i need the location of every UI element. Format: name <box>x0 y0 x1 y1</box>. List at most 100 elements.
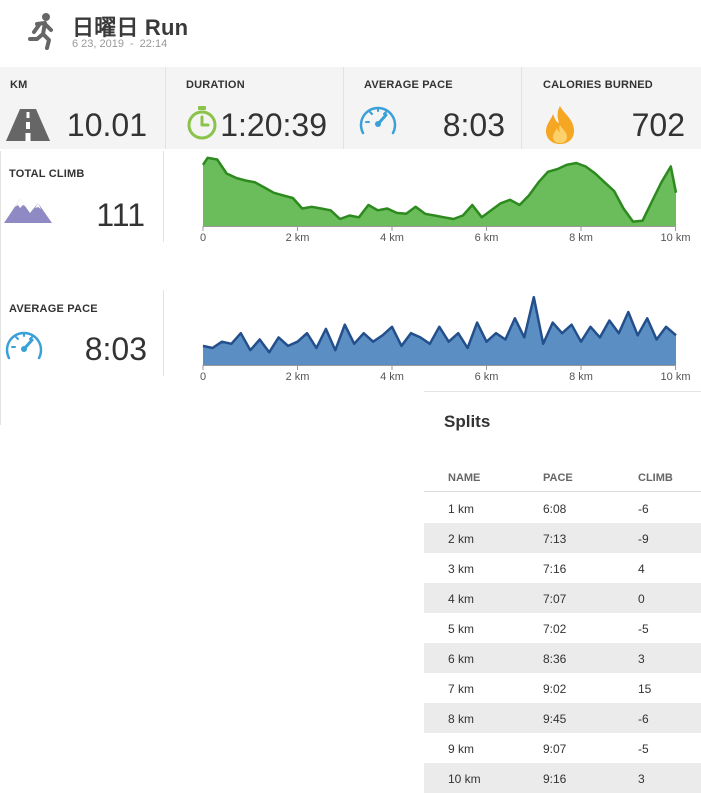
split-pace: 7:02 <box>543 622 567 636</box>
stopwatch-icon <box>184 105 220 146</box>
table-row: 7 km 9:02 15 <box>424 673 701 703</box>
pace-panel-label: AVERAGE PACE <box>9 303 98 315</box>
pace-panel-value: 8:03 <box>84 331 147 367</box>
split-pace: 7:16 <box>543 562 567 576</box>
speedometer-icon <box>4 328 44 369</box>
split-climb: 0 <box>638 592 645 606</box>
climb-line <box>201 156 678 223</box>
climb-x-tick-label: 0 <box>200 232 206 244</box>
climb-panel: TOTAL CLIMB 111 <box>0 151 163 242</box>
split-name: 1 km <box>448 502 475 516</box>
split-pace: 7:13 <box>543 532 567 546</box>
panel-divider <box>163 290 164 376</box>
split-climb: -6 <box>638 502 649 516</box>
stat-label-duration: DURATION <box>186 79 245 91</box>
climb-x-tick-label: 8 km <box>569 232 593 244</box>
left-frame-line <box>0 151 1 425</box>
climb-x-tick-label: 10 km <box>661 232 691 244</box>
climb-label: TOTAL CLIMB <box>9 168 85 180</box>
split-name: 5 km <box>448 622 475 636</box>
split-pace: 8:36 <box>543 652 567 666</box>
table-row: 6 km 8:36 3 <box>424 643 701 673</box>
climb-value: 111 <box>96 197 145 233</box>
climb-x-tick-label: 2 km <box>286 232 310 244</box>
activity-title: 日曜日 Run <box>72 15 189 40</box>
stat-value-pace: 8:03 <box>442 107 505 143</box>
split-pace: 9:45 <box>543 712 567 726</box>
split-name: 3 km <box>448 562 475 576</box>
split-climb: 3 <box>638 652 645 666</box>
climb-x-tick-label: 6 km <box>475 232 499 244</box>
pace-line <box>202 295 677 354</box>
splits-header-name: NAME <box>448 472 481 484</box>
split-climb: 4 <box>638 562 645 576</box>
table-row: 8 km 9:45 -6 <box>424 703 701 733</box>
table-row: 9 km 9:07 -5 <box>424 733 701 763</box>
table-row: 5 km 7:02 -5 <box>424 613 701 643</box>
climb-chart: 0 2 km 4 km 6 km 8 km 10 km <box>200 156 691 244</box>
split-climb: 3 <box>638 772 645 786</box>
pace-x-tick-label: 2 km <box>286 371 310 383</box>
mountain-icon <box>4 195 52 228</box>
flame-icon <box>544 105 576 150</box>
activity-date: 6 23, 2019 <box>72 38 124 50</box>
split-climb: 15 <box>638 682 652 696</box>
activity-datetime: 6 23, 2019-22:14 <box>72 38 167 50</box>
split-name: 10 km <box>448 772 481 786</box>
pace-panel: AVERAGE PACE 8:03 <box>0 290 163 376</box>
climb-x-ticks: 0 2 km 4 km 6 km 8 km 10 km <box>200 226 691 244</box>
road-icon <box>6 109 50 146</box>
split-name: 7 km <box>448 682 475 696</box>
runner-icon <box>24 12 58 50</box>
activity-header: 日曜日 Run 6 23, 2019-22:14 <box>0 0 701 64</box>
stat-divider <box>343 67 344 149</box>
split-climb: -5 <box>638 742 649 756</box>
split-name: 8 km <box>448 712 475 726</box>
speedometer-icon <box>358 103 398 144</box>
table-row: 4 km 7:07 0 <box>424 583 701 613</box>
table-row: 3 km 7:16 4 <box>424 553 701 583</box>
table-row: 1 km 6:08 -6 <box>424 493 701 523</box>
stat-value-calories: 702 <box>631 107 685 143</box>
stat-label-pace: AVERAGE PACE <box>364 79 453 91</box>
pace-area <box>203 297 676 365</box>
splits-header-rule <box>424 491 701 492</box>
pace-x-ticks: 0 2 km 4 km 6 km 8 km 10 km <box>200 365 691 383</box>
pace-x-tick-label: 4 km <box>380 371 404 383</box>
activity-time: 22:14 <box>139 38 168 50</box>
splits-header-climb: CLIMB <box>638 472 673 484</box>
split-name: 9 km <box>448 742 475 756</box>
splits-header-pace: PACE <box>543 472 573 484</box>
stat-divider <box>165 67 166 149</box>
stat-card-pace: AVERAGE PACE 8:03 <box>344 67 521 149</box>
stat-card-km: KM 10.01 <box>0 67 165 149</box>
table-row: 10 km 9:16 3 <box>424 763 701 793</box>
stat-divider <box>521 67 522 149</box>
split-name: 4 km <box>448 592 475 606</box>
pace-chart: 0 2 km 4 km 6 km 8 km 10 km <box>200 295 691 383</box>
stat-label-calories: CALORIES BURNED <box>543 79 653 91</box>
split-name: 2 km <box>448 532 475 546</box>
split-climb: -5 <box>638 622 649 636</box>
split-pace: 9:07 <box>543 742 567 756</box>
splits-title: Splits <box>444 412 491 431</box>
split-climb: -9 <box>638 532 649 546</box>
stat-card-duration: DURATION 1:20:39 <box>166 67 343 149</box>
split-pace: 9:02 <box>543 682 567 696</box>
date-separator: - <box>130 38 134 50</box>
pace-x-tick-label: 6 km <box>475 371 499 383</box>
pace-x-tick-label: 0 <box>200 371 206 383</box>
splits-frame-line <box>424 391 701 392</box>
table-row: 2 km 7:13 -9 <box>424 523 701 553</box>
split-name: 6 km <box>448 652 475 666</box>
climb-x-tick-label: 4 km <box>380 232 404 244</box>
pace-x-tick-label: 8 km <box>569 371 593 383</box>
stat-card-calories: CALORIES BURNED 702 <box>522 67 701 149</box>
pace-x-tick-label: 10 km <box>661 371 691 383</box>
split-pace: 9:16 <box>543 772 567 786</box>
split-pace: 6:08 <box>543 502 567 516</box>
split-pace: 7:07 <box>543 592 567 606</box>
split-climb: -6 <box>638 712 649 726</box>
panel-divider <box>163 151 164 242</box>
stat-label-km: KM <box>10 79 28 91</box>
